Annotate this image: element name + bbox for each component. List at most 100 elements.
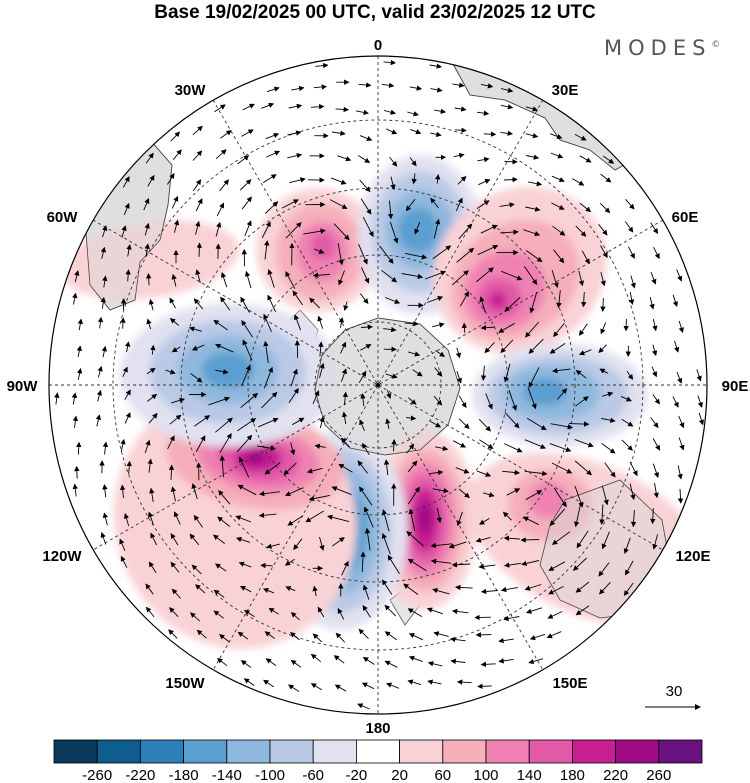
colorbar-tick-label: 100 bbox=[473, 767, 498, 783]
wind-vector-arrow bbox=[292, 290, 303, 306]
wind-vector-arrow bbox=[574, 460, 592, 476]
wind-vector-arrow bbox=[145, 606, 155, 618]
wind-vector-arrow bbox=[294, 314, 302, 331]
wind-vector-arrow bbox=[408, 508, 416, 531]
wind-vector-arrow bbox=[429, 63, 442, 69]
wind-vector-arrow bbox=[435, 174, 441, 184]
wind-vector-arrow bbox=[215, 417, 233, 433]
wind-vector-arrow bbox=[476, 470, 492, 477]
wind-vector-arrow bbox=[427, 679, 442, 685]
wind-vector-arrow bbox=[601, 531, 610, 550]
wind-vector-arrow bbox=[213, 319, 228, 331]
wind-vector-arrow bbox=[652, 394, 660, 405]
colorbar-tick-label: -60 bbox=[302, 767, 324, 783]
wind-vector-arrow bbox=[125, 269, 131, 282]
reference-vector-label: 30 bbox=[666, 683, 683, 700]
wind-vector-arrow bbox=[553, 249, 565, 264]
wind-vector-arrow bbox=[454, 106, 467, 112]
wind-vector-arrow bbox=[240, 179, 252, 191]
wind-vector-arrow bbox=[337, 155, 352, 162]
wind-vector-arrow bbox=[677, 465, 683, 480]
wind-vector-arrow bbox=[312, 390, 320, 404]
wind-vector-arrow bbox=[357, 703, 370, 710]
wind-vector-arrow bbox=[236, 418, 257, 432]
wind-vector-arrow bbox=[676, 372, 683, 384]
lon-label-120w: 120W bbox=[42, 548, 82, 565]
wind-vector-arrow bbox=[652, 463, 660, 479]
wind-vector-arrow bbox=[329, 199, 348, 209]
colorbar-swatch bbox=[183, 739, 228, 764]
wind-vector-arrow bbox=[120, 438, 126, 452]
wind-vector-arrow bbox=[476, 110, 490, 116]
wind-vector-arrow bbox=[479, 439, 494, 449]
wind-vector-arrow bbox=[237, 631, 249, 640]
wind-vector-arrow bbox=[406, 443, 415, 454]
wind-vector-arrow bbox=[430, 197, 439, 209]
wind-vector-arrow bbox=[263, 679, 274, 688]
wind-vector-arrow bbox=[125, 341, 131, 353]
wind-vector-arrow bbox=[432, 322, 445, 328]
wind-vector-arrow bbox=[476, 267, 494, 283]
wind-vector-arrow bbox=[341, 411, 348, 425]
wind-vector-arrow bbox=[195, 584, 206, 594]
wind-vector-arrow bbox=[358, 82, 372, 88]
wind-vector-arrow bbox=[576, 530, 589, 549]
wind-vector-arrow bbox=[101, 345, 107, 358]
wind-vector-arrow bbox=[652, 438, 661, 451]
wind-vector-arrow bbox=[208, 396, 231, 406]
wind-vector-arrow bbox=[262, 588, 275, 594]
wind-vector-arrow bbox=[480, 365, 487, 381]
wind-vector-arrow bbox=[479, 518, 490, 525]
wind-vector-arrow bbox=[310, 104, 325, 110]
wind-vector-arrow bbox=[219, 179, 229, 192]
wind-vector-arrow bbox=[358, 155, 371, 163]
wind-vector-arrow bbox=[195, 435, 206, 453]
colorbar-tick-label: 180 bbox=[560, 767, 585, 783]
wind-vector-arrow bbox=[167, 173, 175, 185]
lon-label-60w: 60W bbox=[47, 209, 79, 226]
wind-vector-arrow bbox=[480, 588, 498, 595]
wind-vector-arrow bbox=[190, 373, 203, 383]
wind-vector-arrow bbox=[578, 349, 592, 356]
wind-vector-arrow bbox=[478, 179, 491, 186]
wind-vector-arrow bbox=[458, 395, 467, 409]
wind-vector-arrow bbox=[652, 344, 658, 357]
wind-vector-arrow bbox=[194, 415, 211, 427]
wind-vector-arrow bbox=[102, 441, 109, 455]
wind-vector-arrow bbox=[600, 173, 612, 183]
wind-vector-arrow bbox=[144, 222, 150, 236]
wind-vector-arrow bbox=[553, 487, 567, 508]
wind-vector-arrow bbox=[241, 129, 254, 137]
wind-vector-arrow bbox=[244, 610, 255, 618]
wind-vector-arrow bbox=[362, 657, 375, 665]
wind-vector-arrow bbox=[500, 229, 519, 235]
wind-vector-arrow bbox=[385, 373, 398, 379]
wind-vector-arrow bbox=[502, 469, 520, 476]
wind-vector-arrow bbox=[406, 415, 417, 421]
wind-vector-arrow bbox=[361, 267, 370, 284]
wind-vector-arrow bbox=[266, 86, 280, 93]
wind-vector-arrow bbox=[319, 416, 325, 429]
wind-vector-arrow bbox=[281, 199, 299, 209]
wind-vector-arrow bbox=[215, 221, 222, 237]
wind-vector-arrow bbox=[171, 346, 181, 353]
wind-vector-arrow bbox=[287, 130, 302, 136]
wind-vector-arrow bbox=[214, 563, 227, 572]
wind-vector-arrow bbox=[216, 202, 225, 217]
wind-vector-arrow bbox=[649, 296, 655, 310]
wind-vector-arrow bbox=[579, 155, 592, 163]
wind-vector-arrow bbox=[382, 579, 393, 595]
wind-vector-arrow bbox=[433, 395, 443, 406]
wind-vector-arrow bbox=[504, 412, 520, 429]
wind-vector-arrow bbox=[148, 298, 155, 311]
wind-vector-arrow bbox=[575, 225, 587, 237]
wind-vector-arrow bbox=[601, 485, 609, 506]
wind-vector-arrow bbox=[549, 443, 572, 453]
wind-vectors bbox=[54, 59, 705, 710]
wind-vector-arrow bbox=[451, 608, 469, 615]
wind-vector-arrow bbox=[598, 581, 611, 595]
wind-vector-arrow bbox=[144, 439, 151, 454]
wind-vector-arrow bbox=[74, 465, 80, 479]
wind-vector-arrow bbox=[312, 272, 331, 278]
wind-vector-arrow bbox=[504, 443, 523, 453]
